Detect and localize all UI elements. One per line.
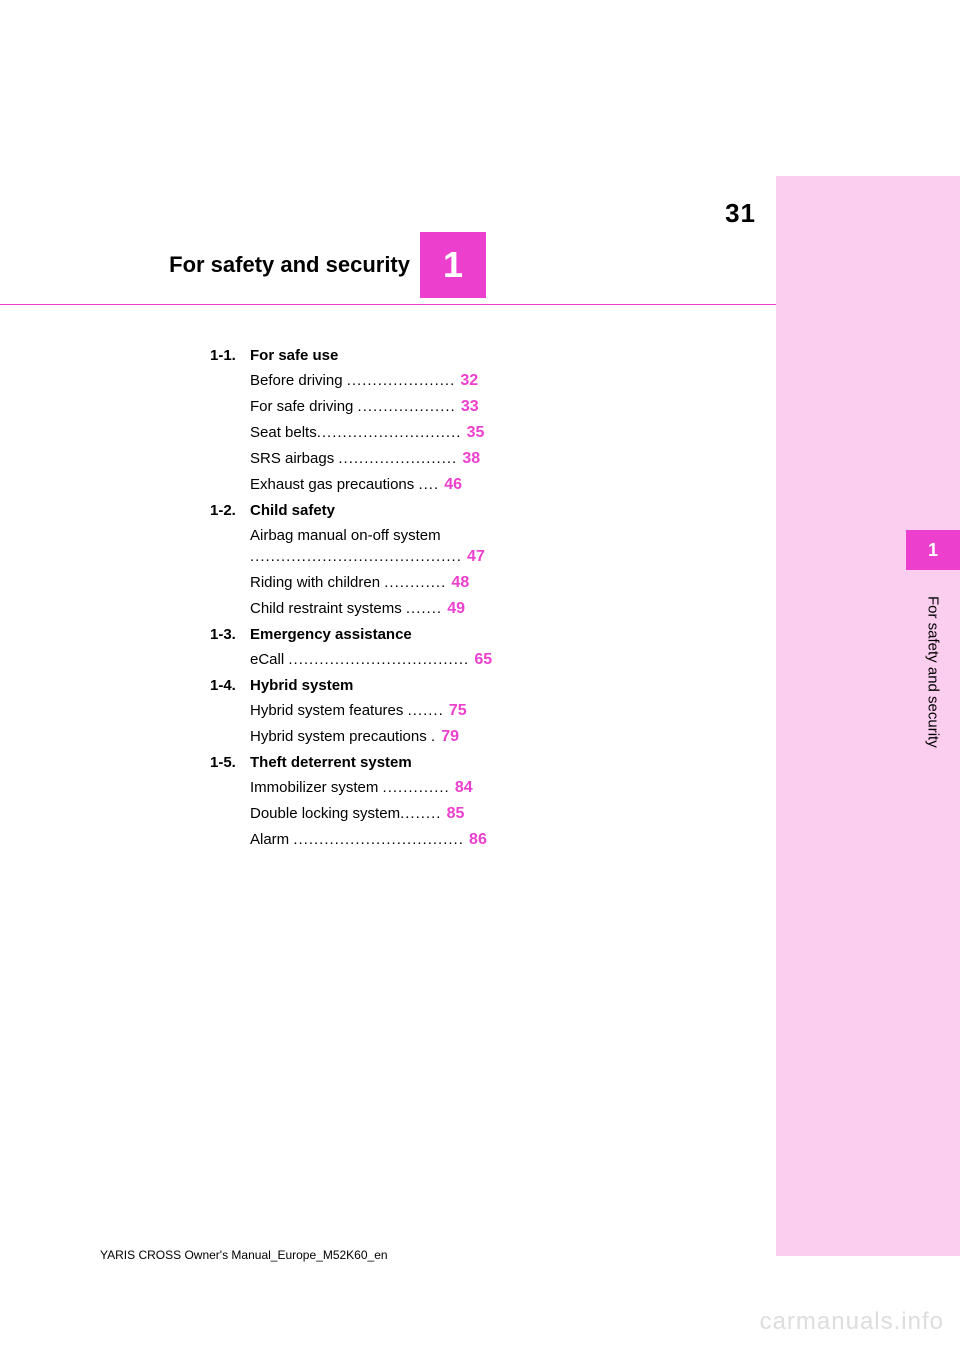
toc-item[interactable]: Riding with children ............ 48 bbox=[210, 575, 500, 591]
toc-item-leader: ............. bbox=[383, 779, 455, 796]
toc-section-heading: 1-3. Emergency assistance bbox=[210, 627, 500, 642]
toc-section-heading: 1-2. Child safety bbox=[210, 503, 500, 518]
toc-item-page: 49 bbox=[447, 600, 465, 617]
toc-section-heading: 1-4. Hybrid system bbox=[210, 678, 500, 693]
toc-item-leader: ................................. bbox=[293, 831, 469, 848]
toc-item[interactable]: Seat belts............................ 3… bbox=[210, 425, 500, 441]
toc-section-number: 1-3. bbox=[210, 627, 236, 642]
toc-item-leader: .... bbox=[418, 476, 444, 493]
toc-item[interactable]: Exhaust gas precautions .... 46 bbox=[210, 477, 500, 493]
toc-item-leader: ............ bbox=[384, 574, 451, 591]
table-of-contents: 1-1. For safe use Before driving .........… bbox=[210, 340, 500, 858]
toc-item[interactable]: Hybrid system precautions . 79 bbox=[210, 729, 500, 745]
toc-section-number: 1-4. bbox=[210, 678, 236, 693]
toc-item-label: Alarm bbox=[250, 831, 293, 848]
toc-item-leader: ....... bbox=[406, 600, 447, 617]
toc-item-page: 48 bbox=[451, 574, 469, 591]
page-footer: YARIS CROSS Owner's Manual_Europe_M52K60… bbox=[100, 1248, 388, 1262]
toc-item-page: 47 bbox=[467, 548, 485, 565]
toc-item[interactable]: SRS airbags ....................... 38 bbox=[210, 451, 500, 467]
toc-item-page: 35 bbox=[467, 424, 485, 441]
toc-item-label: Child restraint systems bbox=[250, 600, 406, 617]
toc-item-leader: ....................... bbox=[338, 450, 462, 467]
toc-item-leader: . bbox=[431, 728, 441, 745]
toc-item-page: 46 bbox=[444, 476, 462, 493]
toc-item-page: 79 bbox=[441, 728, 459, 745]
toc-item[interactable]: Double locking system........ 85 bbox=[210, 806, 500, 822]
toc-section-number: 1-1. bbox=[210, 348, 236, 363]
toc-item-page: 33 bbox=[461, 398, 479, 415]
toc-section-heading: 1-1. For safe use bbox=[210, 348, 500, 363]
toc-item-label: SRS airbags bbox=[250, 450, 338, 467]
toc-item-leader: ........................................… bbox=[250, 548, 467, 565]
toc-item-page: 65 bbox=[474, 651, 492, 668]
watermark: carmanuals.info bbox=[760, 1308, 944, 1336]
toc-item-page: 32 bbox=[460, 372, 478, 389]
toc-section: 1-3. Emergency assistance eCall ..........… bbox=[210, 627, 500, 668]
toc-section: 1-4. Hybrid system Hybrid system features … bbox=[210, 678, 500, 745]
toc-item[interactable]: For safe driving ................... 33 bbox=[210, 399, 500, 415]
toc-item-label: Airbag manual on-off system bbox=[250, 527, 441, 544]
side-tab-panel: 1 For safety and security bbox=[776, 176, 960, 1256]
toc-item-leader: ............................ bbox=[317, 424, 467, 441]
toc-item-label: Seat belts bbox=[250, 424, 317, 441]
toc-section: 1-1. For safe use Before driving .........… bbox=[210, 348, 500, 493]
toc-item[interactable]: Airbag manual on-off system.............… bbox=[210, 528, 500, 565]
manual-page: 1 For safety and security 31 For safety … bbox=[0, 0, 960, 1358]
toc-section-heading: 1-5. Theft deterrent system bbox=[210, 755, 500, 770]
toc-section-title: Hybrid system bbox=[250, 677, 353, 694]
toc-item-page: 75 bbox=[449, 702, 467, 719]
toc-item-label: Immobilizer system bbox=[250, 779, 383, 796]
toc-item[interactable]: Before driving ..................... 32 bbox=[210, 373, 500, 389]
toc-item-leader: ........ bbox=[400, 805, 447, 822]
toc-section-title: Emergency assistance bbox=[250, 626, 412, 643]
toc-item-leader: ....... bbox=[408, 702, 449, 719]
page-number: 31 bbox=[725, 198, 756, 229]
toc-item[interactable]: Alarm ................................. … bbox=[210, 832, 500, 848]
toc-item-leader: ................................... bbox=[288, 651, 474, 668]
toc-item[interactable]: Immobilizer system ............. 84 bbox=[210, 780, 500, 796]
toc-item-leader-line: ........................................… bbox=[250, 549, 500, 565]
toc-section-number: 1-2. bbox=[210, 503, 236, 518]
toc-item-label: Exhaust gas precautions bbox=[250, 476, 418, 493]
chapter-number: 1 bbox=[420, 232, 486, 298]
toc-item[interactable]: eCall ..................................… bbox=[210, 652, 500, 668]
toc-item-label: eCall bbox=[250, 651, 288, 668]
toc-section-title: Child safety bbox=[250, 502, 335, 519]
toc-item-leader: ..................... bbox=[347, 372, 461, 389]
chapter-header: For safety and security 1 bbox=[0, 232, 960, 306]
chapter-divider bbox=[0, 304, 776, 305]
toc-item-leader: ................... bbox=[358, 398, 461, 415]
toc-section: 1-5. Theft deterrent system Immobilizer sy… bbox=[210, 755, 500, 848]
toc-item-label: Hybrid system precautions bbox=[250, 728, 431, 745]
chapter-title: For safety and security bbox=[100, 232, 410, 298]
toc-section-title: Theft deterrent system bbox=[250, 754, 412, 771]
toc-item-page: 86 bbox=[469, 831, 487, 848]
toc-item-label: Before driving bbox=[250, 372, 347, 389]
side-tab-label: For safety and security bbox=[906, 592, 960, 816]
toc-item[interactable]: Child restraint systems ....... 49 bbox=[210, 601, 500, 617]
side-tab-number: 1 bbox=[906, 530, 960, 570]
toc-section: 1-2. Child safety Airbag manual on-off sys… bbox=[210, 503, 500, 617]
toc-item-label: Riding with children bbox=[250, 574, 384, 591]
toc-section-title: For safe use bbox=[250, 347, 338, 364]
toc-item-label: Hybrid system features bbox=[250, 702, 408, 719]
toc-item[interactable]: Hybrid system features ....... 75 bbox=[210, 703, 500, 719]
toc-item-page: 38 bbox=[462, 450, 480, 467]
toc-item-page: 84 bbox=[455, 779, 473, 796]
toc-item-page: 85 bbox=[447, 805, 465, 822]
toc-item-label: Double locking system bbox=[250, 805, 400, 822]
toc-item-label: For safe driving bbox=[250, 398, 358, 415]
toc-section-number: 1-5. bbox=[210, 755, 236, 770]
